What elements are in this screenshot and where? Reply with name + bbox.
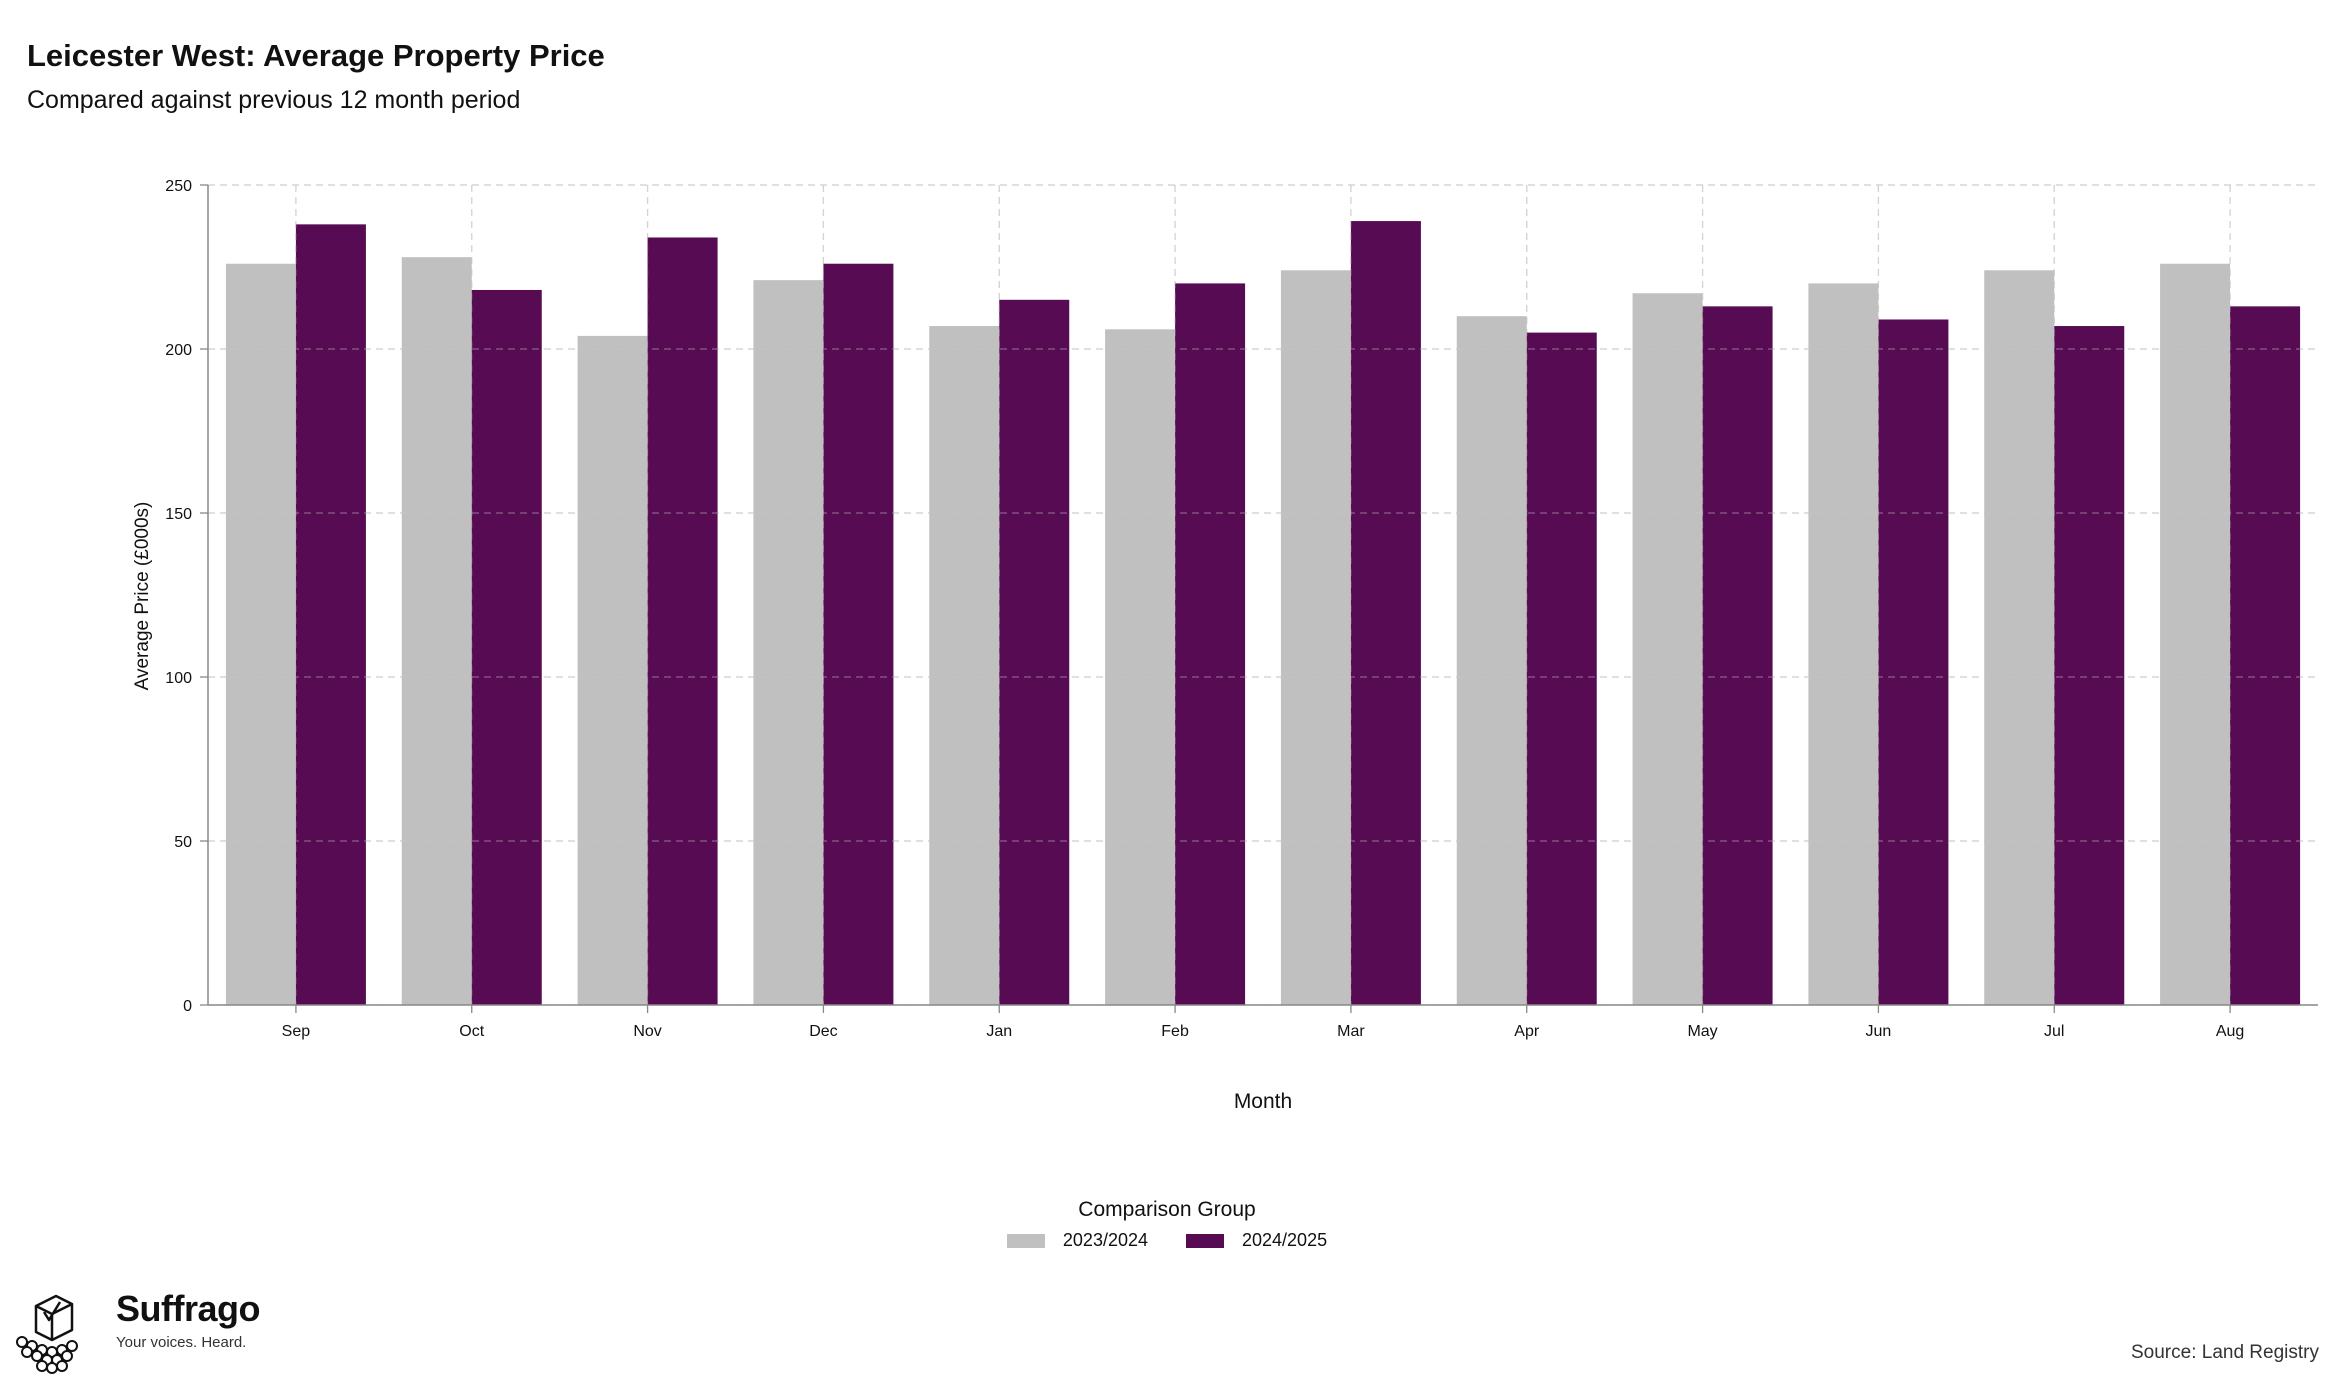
bar-2024-2025-aug — [2230, 306, 2301, 1005]
legend-swatch — [1006, 1233, 1045, 1248]
chart-title: Leicester West: Average Property Price — [27, 38, 605, 73]
x-tick-label: Nov — [633, 1023, 661, 1040]
bar-2023-2024-aug — [2160, 263, 2231, 1006]
logo-name: Suffrago — [116, 1288, 261, 1329]
y-axis-label: Average Price (£000s) — [132, 502, 153, 691]
y-tick-label: 250 — [165, 178, 192, 195]
bar-2023-2024-jan — [929, 326, 1000, 1005]
x-tick-label: May — [1687, 1023, 1717, 1040]
x-tick-label: Jun — [1866, 1023, 1892, 1040]
y-tick-label: 150 — [165, 506, 192, 523]
y-tick-label: 100 — [165, 670, 192, 687]
legend-item-2024-2025: 2024/2025 — [1186, 1230, 1327, 1251]
x-tick-label: Jul — [2044, 1023, 2064, 1040]
legend-swatch — [1186, 1233, 1224, 1248]
ballot-box-icon — [16, 1294, 78, 1374]
chart-subtitle: Compared against previous 12 month perio… — [27, 86, 521, 114]
bar-2024-2025-jan — [999, 299, 1070, 1005]
logo-tagline: Your voices. Heard. — [116, 1334, 247, 1351]
bar-2024-2025-apr — [1526, 332, 1597, 1006]
bar-2024-2025-oct — [471, 289, 542, 1006]
brand-logo: Suffrago Your voices. Heard. — [14, 1288, 261, 1374]
bar-2024-2025-jul — [2054, 326, 2125, 1005]
source-note: Source: Land Registry — [2131, 1342, 2319, 1363]
bar-2023-2024-may — [1632, 293, 1703, 1005]
legend-label: 2024/2025 — [1242, 1230, 1328, 1250]
bar-2023-2024-jun — [1808, 283, 1879, 1005]
chart-bars — [208, 184, 2318, 1006]
x-tick-label: Apr — [1514, 1023, 1540, 1040]
bar-2023-2024-apr — [1456, 316, 1527, 1005]
bar-2024-2025-mar — [1350, 221, 1421, 1005]
x-axis-label: Month — [1234, 1090, 1292, 1113]
bar-2023-2024-nov — [577, 335, 648, 1005]
bar-2023-2024-jul — [1984, 270, 2055, 1005]
x-tick-label: Jan — [986, 1023, 1012, 1040]
y-tick-label: 200 — [165, 342, 192, 359]
bar-2024-2025-feb — [1175, 283, 1246, 1005]
x-tick-label: Mar — [1337, 1023, 1365, 1040]
bar-chart: 0 50 100 150 200 250 Sep Oct Nov Dec Jan Feb Mar Apr M… — [132, 178, 2318, 1113]
bar-2024-2025-sep — [295, 224, 366, 1006]
x-tick-label: Oct — [459, 1023, 484, 1040]
y-tick-label: 50 — [174, 834, 192, 851]
bar-2023-2024-feb — [1105, 329, 1176, 1005]
x-tick-label: Dec — [809, 1023, 837, 1040]
x-tick-label: Sep — [282, 1023, 311, 1040]
bar-2023-2024-mar — [1280, 270, 1351, 1005]
y-tick-label: 0 — [183, 998, 192, 1015]
legend-item-2023-2024: 2023/2024 — [1006, 1230, 1148, 1251]
bar-2023-2024-sep — [225, 263, 296, 1006]
chart-axes: 0 50 100 150 200 250 Sep Oct Nov Dec Jan Feb Mar Apr M… — [165, 178, 2318, 1040]
legend-label: 2023/2024 — [1062, 1230, 1148, 1250]
x-tick-label: Feb — [1161, 1023, 1189, 1040]
bar-2024-2025-may — [1702, 306, 1773, 1005]
bar-2024-2025-jun — [1878, 319, 1949, 1006]
bar-2024-2025-dec — [823, 263, 894, 1006]
bar-2023-2024-dec — [753, 280, 824, 1005]
legend-title: Comparison Group — [1078, 1198, 1256, 1221]
x-tick-label: Aug — [2216, 1023, 2244, 1040]
legend: Comparison Group 2023/2024 2024/2025 — [0, 1198, 2334, 1251]
bar-2023-2024-oct — [401, 257, 472, 1005]
bar-2024-2025-nov — [647, 237, 718, 1006]
